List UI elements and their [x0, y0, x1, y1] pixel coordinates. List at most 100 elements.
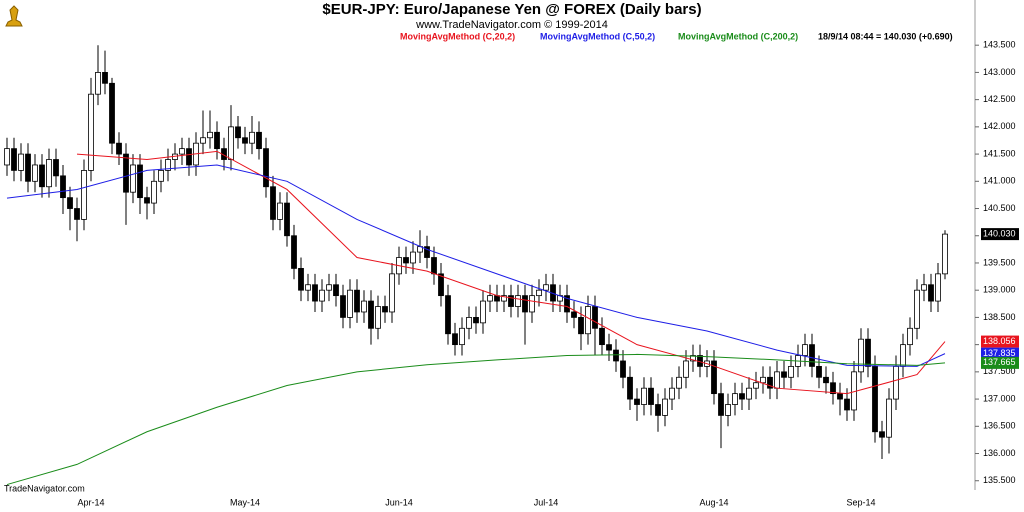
candle-body	[865, 338, 871, 367]
candle-body	[718, 393, 724, 416]
x-tick-label: Aug-14	[699, 497, 728, 507]
candle-body	[4, 148, 10, 166]
candle-body	[368, 300, 374, 329]
ma-value-label: 137.835	[983, 348, 1016, 358]
candle-body	[837, 393, 843, 400]
candle-body	[529, 295, 535, 313]
candle-body	[81, 170, 87, 220]
candle-body	[781, 371, 787, 378]
y-tick-label: 139.000	[983, 285, 1016, 295]
y-tick-label: 137.500	[983, 366, 1016, 376]
candle-body	[802, 344, 808, 356]
candle-body	[676, 376, 682, 389]
y-tick-label: 141.500	[983, 148, 1016, 158]
candle-body	[60, 175, 66, 199]
candle-body	[592, 306, 598, 329]
candle-body	[431, 257, 437, 275]
candle-body	[627, 376, 633, 400]
candle-body	[942, 233, 948, 275]
candle-body	[95, 72, 101, 95]
candle-body	[459, 327, 465, 346]
candle-body	[347, 289, 353, 318]
candle-body	[914, 289, 920, 329]
candle-body	[284, 202, 290, 237]
candle-body	[312, 284, 318, 302]
candle-body	[634, 398, 640, 405]
candle-body	[816, 366, 822, 378]
y-tick-label: 143.500	[983, 40, 1016, 50]
candle-body	[662, 398, 668, 416]
candle-body	[403, 257, 409, 264]
candle-body	[74, 208, 80, 220]
candle-body	[270, 186, 276, 220]
y-tick-label: 142.000	[983, 121, 1016, 131]
y-tick-label: 138.500	[983, 312, 1016, 322]
y-tick-label: 140.500	[983, 203, 1016, 213]
candle-body	[144, 197, 150, 204]
x-tick-label: Jul-14	[534, 497, 559, 507]
candle-body	[739, 393, 745, 400]
candle-body	[151, 180, 157, 204]
last-price-label: 140.030	[983, 228, 1016, 238]
candle-body	[788, 366, 794, 378]
y-tick-label: 135.500	[983, 475, 1016, 485]
candle-body	[655, 404, 661, 416]
y-tick-label: 139.500	[983, 257, 1016, 267]
candle-body	[522, 295, 528, 313]
candle-body	[809, 344, 815, 367]
y-tick-label: 136.500	[983, 421, 1016, 431]
x-tick-label: Apr-14	[77, 497, 104, 507]
candle-body	[249, 131, 255, 144]
candle-body	[571, 311, 577, 318]
candle-body	[690, 355, 696, 362]
candle-body	[389, 273, 395, 313]
candle-body	[501, 295, 507, 302]
candle-body	[907, 327, 913, 346]
ma-value-box	[981, 356, 1019, 369]
candle-body	[830, 382, 836, 395]
x-tick-label: May-14	[230, 497, 260, 507]
candle-body	[46, 159, 52, 188]
candle-body	[277, 202, 283, 220]
candle-body	[893, 366, 899, 400]
candle-body	[921, 284, 927, 291]
candle-body	[165, 159, 171, 171]
candle-body	[515, 295, 521, 307]
candle-body	[774, 371, 780, 389]
candle-body	[228, 126, 234, 160]
candle-body	[613, 349, 619, 362]
chart-title: $EUR-JPY: Euro/Japanese Yen @ FOREX (Dai…	[322, 1, 701, 18]
legend-label: MovingAvgMethod (C,20,2)	[400, 31, 515, 41]
ma-line	[6, 353, 946, 486]
candle-body	[879, 431, 885, 438]
candle-body	[886, 398, 892, 438]
candle-body	[872, 366, 878, 433]
x-tick-label: Sep-14	[846, 497, 875, 507]
candle-body	[116, 142, 122, 155]
y-tick-label: 137.000	[983, 393, 1016, 403]
candle-body	[620, 360, 626, 378]
candle-body	[263, 148, 269, 188]
candle-body	[109, 82, 115, 144]
candle-body	[326, 284, 332, 291]
candle-body	[753, 382, 759, 389]
candle-body	[39, 164, 45, 188]
candle-body	[235, 126, 241, 139]
candle-body	[599, 327, 605, 346]
candle-body	[767, 376, 773, 389]
ma-line	[6, 164, 946, 367]
logo	[5, 5, 23, 27]
candle-body	[67, 197, 73, 209]
candle-body	[123, 153, 129, 193]
candle-body	[200, 137, 206, 144]
candle-body	[214, 131, 220, 150]
candle-body	[487, 295, 493, 302]
ma-value-box	[981, 347, 1019, 360]
candle-body	[935, 273, 941, 302]
candle-body	[466, 317, 472, 329]
candle-body	[564, 295, 570, 313]
candle-body	[242, 137, 248, 144]
candle-body	[473, 317, 479, 324]
